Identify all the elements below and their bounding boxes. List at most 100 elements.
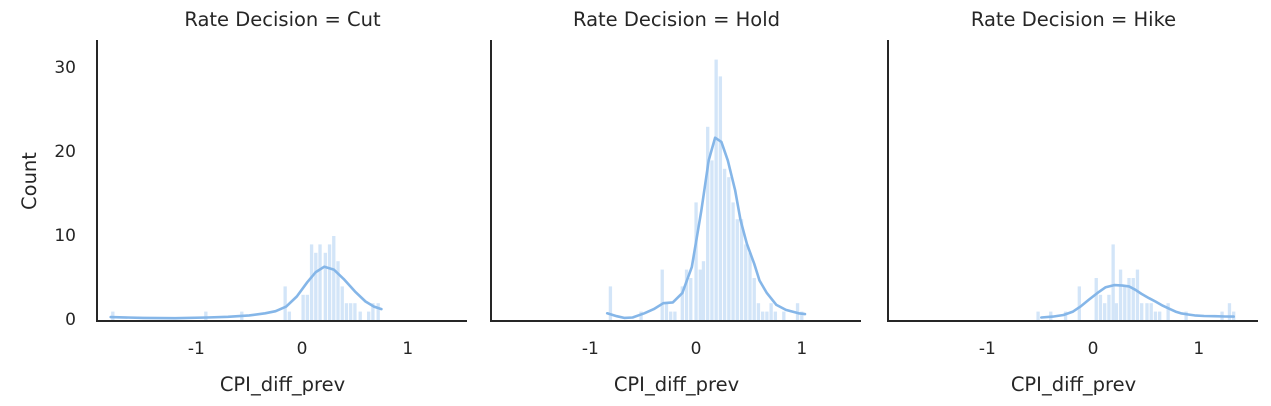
histogram-bar (353, 303, 357, 320)
histogram-bar (376, 303, 380, 320)
y-tick-label: 10 (54, 226, 76, 246)
histogram-bar (1107, 294, 1111, 320)
x-tick-label: -1 (978, 339, 996, 359)
histogram-bar (1063, 311, 1068, 320)
histogram-bar (608, 286, 613, 320)
histogram-bar (739, 219, 744, 320)
histogram-bar (367, 311, 371, 320)
plot-area (1036, 244, 1236, 320)
histogram-bar (660, 269, 664, 320)
histogram-bar (323, 252, 327, 320)
histogram-bar (1153, 311, 1158, 320)
histogram-bar (1118, 269, 1123, 320)
histogram-bar (340, 286, 344, 320)
x-axis-label: CPI_diff_prev (1010, 373, 1137, 396)
histogram-bar (204, 311, 208, 320)
histogram-bar (318, 244, 322, 320)
y-tick-label: 30 (54, 58, 76, 78)
histogram-bar (673, 311, 677, 320)
histogram-bar (287, 311, 292, 320)
histogram-bar (735, 219, 739, 320)
x-tick-label: 0 (690, 339, 702, 359)
facet-panel-cut: Rate Decision = Cut -1 0 1 CPI_diff_prev (96, 8, 467, 396)
histogram-bar (1131, 278, 1135, 320)
histogram-bar (710, 160, 714, 320)
histogram-bar (800, 311, 804, 320)
x-axis-label: CPI_diff_prev (613, 373, 740, 396)
facet-panel-hold: Rate Decision = Hold -1 0 1 CPI_diff_prev (490, 8, 861, 396)
histogram-bar (314, 252, 318, 320)
histogram-bar (1149, 303, 1153, 320)
x-tick-label: 1 (402, 339, 414, 359)
facet-panel-hike: Rate Decision = Hike -1 0 1 CPI_diff_prev (887, 8, 1258, 396)
histogram-bar (1140, 303, 1144, 320)
histogram-bar (684, 269, 689, 320)
x-axis-label: CPI_diff_prev (219, 373, 346, 396)
y-tick-label: 20 (54, 142, 76, 162)
histogram-bar (283, 286, 287, 320)
histogram-bar (332, 236, 336, 320)
histogram-bar (769, 303, 773, 320)
facet-title: Rate Decision = Cut (184, 8, 381, 31)
histogram-bar (1103, 303, 1107, 320)
histogram-bar (680, 286, 684, 320)
histogram-bar (1135, 269, 1140, 320)
plot-area (605, 59, 807, 321)
histogram-bar (765, 311, 769, 320)
y-tick-label: 0 (65, 310, 76, 330)
histogram-bar (694, 202, 698, 320)
histogram-bar (761, 311, 765, 320)
x-tick-label: 0 (1087, 339, 1099, 359)
histogram-bar (756, 303, 761, 320)
histogram-bar (752, 278, 756, 320)
histogram-bar (301, 294, 305, 320)
histogram-bar (727, 177, 731, 320)
histogram-bar (1114, 303, 1118, 320)
x-tick-label: 1 (796, 339, 808, 359)
histogram-bar (718, 76, 723, 321)
kde-curve (1040, 283, 1236, 319)
histogram-bar (1184, 311, 1188, 320)
histogram-bar (1158, 311, 1162, 320)
histogram-bar (773, 311, 778, 320)
histogram-bar (327, 244, 332, 320)
histogram-bar (358, 311, 362, 320)
histogram-bar (309, 244, 314, 320)
x-tick-label: -1 (581, 339, 599, 359)
histogram-bar (748, 252, 752, 320)
histogram-bar (1036, 311, 1040, 320)
x-tick-label: 0 (296, 339, 308, 359)
histogram-bar (669, 311, 673, 320)
kde-curve (109, 265, 383, 320)
histogram-bar (1127, 278, 1131, 320)
histogram-bar (1227, 303, 1232, 320)
histogram-bar (731, 202, 735, 320)
histogram-bar (795, 303, 800, 320)
histogram-bar (701, 261, 706, 320)
histogram-bar (344, 303, 349, 320)
plot-area (109, 236, 383, 320)
histogram-bar (349, 303, 353, 320)
histogram-bar (714, 59, 718, 320)
histogram-bar (689, 278, 693, 320)
histogram-bar (336, 261, 340, 320)
histogram-bar (706, 126, 710, 320)
histogram-bar (1123, 286, 1127, 320)
histogram-bar (1166, 303, 1170, 320)
histogram-bar (1111, 244, 1115, 320)
histogram-bar (664, 303, 669, 320)
histogram-bar (371, 303, 375, 320)
histogram-bar (111, 311, 115, 320)
histogram-bar (1094, 278, 1098, 320)
histogram-bar (782, 311, 786, 320)
x-tick-label: 1 (1193, 339, 1205, 359)
histogram-bar (722, 168, 727, 320)
histogram-bar (1077, 286, 1081, 320)
histogram-bar (1145, 303, 1149, 320)
histogram-bar (305, 294, 310, 320)
facet-title: Rate Decision = Hold (572, 8, 781, 31)
histogram-bar (744, 244, 748, 320)
facet-title: Rate Decision = Hike (970, 8, 1177, 31)
x-tick-label: -1 (187, 339, 205, 359)
